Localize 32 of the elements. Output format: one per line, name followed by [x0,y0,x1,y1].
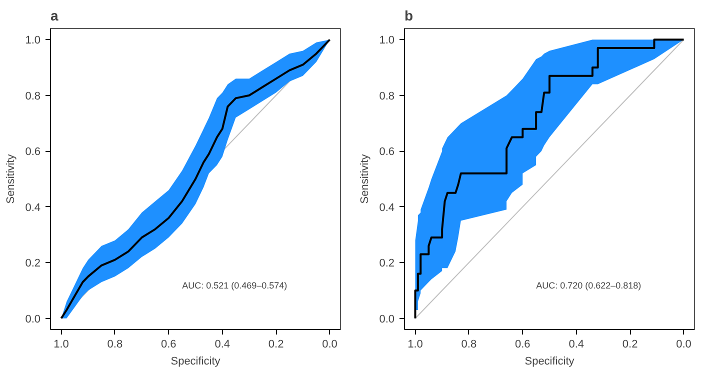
y-tick-label: 0.2 [25,258,41,270]
x-tick-label: 0.4 [214,338,230,350]
chart-title: a [50,8,58,24]
chart-title: b [404,8,414,24]
y-tick-label: 0.2 [379,258,395,270]
y-tick-label: 0.0 [25,313,41,326]
x-tick-label: 0.4 [568,338,584,350]
x-tick-label: 0.8 [461,338,477,350]
x-tick-label: 1.0 [54,338,69,350]
x-axis-title: Specificity [170,356,221,368]
annotation: AUC: 0.720 (0.622–0.818) [536,280,642,290]
annotation: AUC: 0.521 (0.469–0.574) [182,280,288,290]
x-tick-label: 0.6 [515,338,530,350]
x-tick-label: 1.0 [408,338,423,350]
y-tick-label: 0.4 [379,202,395,214]
x-tick-label: 0.2 [268,338,284,350]
x-tick-label: 0.8 [107,338,123,350]
y-tick-label: 0.6 [379,146,395,158]
y-tick-label: 0.4 [25,202,41,214]
y-tick-label: 1.0 [379,34,395,47]
y-axis-title: Sensitivity [359,154,372,204]
y-tick-label: 0.0 [379,313,395,326]
y-tick-label: 0.8 [379,90,395,102]
y-tick-label: 0.8 [25,90,41,102]
x-axis-title: Specificity [524,356,575,368]
x-tick-label: 0.0 [676,338,692,350]
x-tick-label: 0.2 [622,338,638,350]
x-tick-label: 0.0 [322,338,338,350]
y-tick-label: 1.0 [25,34,41,47]
y-tick-label: 0.6 [25,146,41,158]
y-axis-title: Sensitivity [5,154,18,204]
x-tick-label: 0.6 [161,338,176,350]
